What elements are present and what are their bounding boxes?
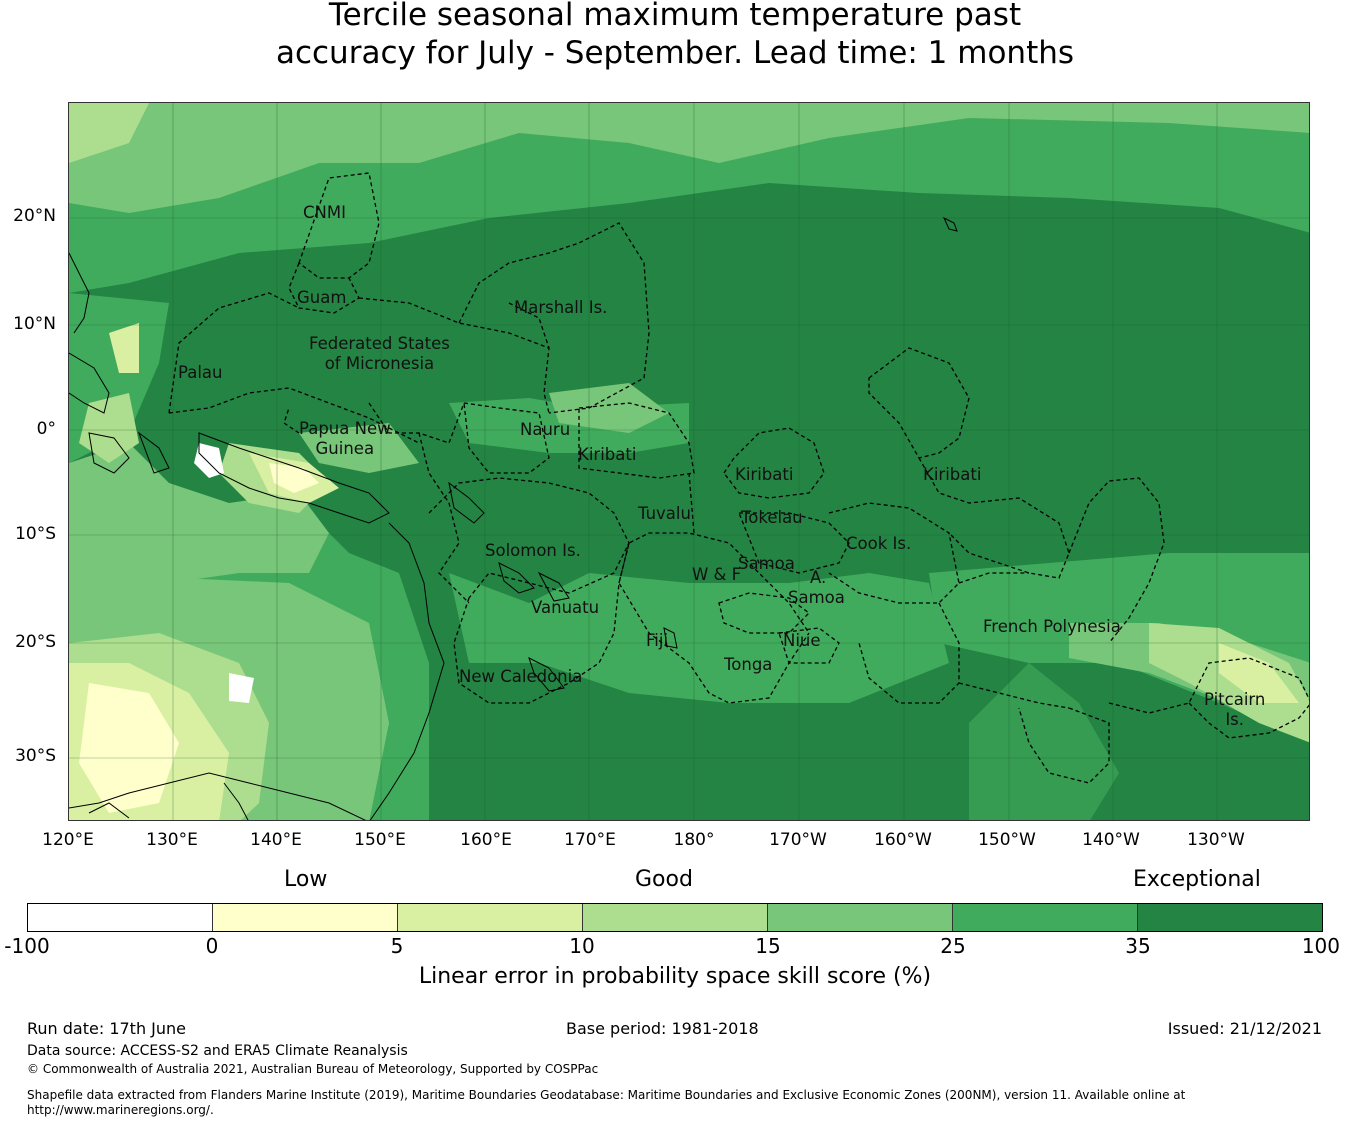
colorbar-tick-100: 100: [1301, 934, 1340, 958]
lon-label-130e: 130°E: [146, 830, 198, 850]
colorbar-segment-35-100: [1138, 904, 1322, 931]
png-label-text: Papua New: [299, 419, 391, 438]
region-label-cnmi: CNMI: [303, 203, 346, 222]
colorbar-segment-5-10: [398, 904, 583, 931]
region-label-nauru: Nauru: [520, 420, 571, 439]
region-label-fsm: Federated States of Micronesia: [309, 334, 450, 374]
region-label-asamoa-s: Samoa: [788, 588, 845, 607]
colorbar-label: Linear error in probability space skill …: [418, 964, 932, 989]
shapefile-credit-line-1: Shapefile data extracted from Flanders M…: [27, 1088, 1186, 1102]
region-label-solomon: Solomon Is.: [485, 541, 581, 560]
colorbar-tick-5: 5: [390, 934, 404, 958]
region-label-niue: Niue: [783, 631, 821, 650]
skill-score-map: CNMI Guam Marshall Is. Federated States …: [68, 102, 1310, 821]
lon-label-140e: 140°E: [250, 830, 302, 850]
lon-label-170w: 170°W: [769, 830, 827, 850]
lat-label-10n: 10°N: [13, 314, 56, 334]
shapefile-credit-line-2: http://www.marineregions.org/.: [27, 1103, 214, 1117]
region-label-newcal: New Caledonia: [459, 667, 583, 686]
region-label-kiribati-c: Kiribati: [735, 465, 794, 484]
region-label-kiribati-w: Kiribati: [578, 445, 637, 464]
lon-label-180: 180°: [673, 830, 715, 850]
shapefile-credit: Shapefile data extracted from Flanders M…: [27, 1088, 1185, 1118]
region-label-pitcairn: Pitcairn Is.: [1204, 690, 1265, 730]
map-coastlines: [69, 216, 958, 820]
legend-category-exceptional: Exceptional: [1133, 867, 1261, 892]
lon-label-160e: 160°E: [460, 830, 512, 850]
lat-label-30s: 30°S: [15, 746, 56, 766]
png-label-text-2: Guinea: [315, 439, 375, 458]
lon-label-130w: 130°W: [1187, 830, 1245, 850]
region-label-vanuatu: Vanuatu: [531, 598, 600, 617]
lon-label-120e: 120°E: [42, 830, 94, 850]
colorbar-tick-25: 25: [940, 934, 966, 958]
colorbar-tick-neg100: -100: [4, 934, 50, 958]
region-label-cook: Cook Is.: [846, 534, 912, 553]
lon-label-150w: 150°W: [978, 830, 1036, 850]
legend-category-low: Low: [284, 867, 328, 892]
lon-label-160w: 160°W: [874, 830, 932, 850]
colorbar-segment-15-25: [768, 904, 953, 931]
region-label-guam: Guam: [297, 288, 347, 307]
region-label-samoa: Samoa: [738, 554, 795, 573]
colorbar: [27, 903, 1323, 932]
base-period: Base period: 1981-2018: [566, 1019, 759, 1038]
title-line-1: Tercile seasonal maximum temperature pas…: [328, 0, 1022, 33]
lon-label-150e: 150°E: [354, 830, 406, 850]
region-label-fiji: Fiji: [646, 631, 669, 650]
colorbar-tick-0: 0: [205, 934, 219, 958]
colorbar-segment-neg100-0: [28, 904, 213, 931]
region-label-palau: Palau: [178, 363, 223, 382]
region-label-frpoly: French Polynesia: [983, 617, 1121, 636]
colorbar-tick-10: 10: [569, 934, 595, 958]
title-line-2: accuracy for July - September. Lead time…: [275, 35, 1075, 71]
lon-label-140w: 140°W: [1082, 830, 1140, 850]
map-eez-boundaries: [168, 172, 1309, 784]
region-label-asamoa-a: A.: [810, 568, 827, 587]
region-label-png: Papua New Guinea: [299, 419, 391, 459]
colorbar-tick-15: 15: [755, 934, 781, 958]
map-band-negative: [194, 443, 254, 703]
colorbar-segment-25-35: [953, 904, 1138, 931]
colorbar-segment-0-5: [213, 904, 398, 931]
lat-label-0: 0°: [36, 419, 56, 439]
lat-label-20n: 20°N: [13, 206, 56, 226]
map-graticule: [69, 103, 1309, 820]
colorbar-tick-35: 35: [1125, 934, 1151, 958]
region-label-tonga: Tonga: [724, 655, 773, 674]
copyright: © Commonwealth of Australia 2021, Austra…: [27, 1062, 599, 1076]
region-label-tokelau: Tokelau: [741, 508, 803, 527]
colorbar-segment-10-15: [583, 904, 768, 931]
fsm-label-text-2: of Micronesia: [324, 354, 435, 373]
region-label-marshall: Marshall Is.: [514, 298, 608, 317]
lon-label-170e: 170°E: [564, 830, 616, 850]
lat-label-10s: 10°S: [15, 524, 56, 544]
data-source: Data source: ACCESS-S2 and ERA5 Climate …: [27, 1043, 408, 1059]
chart-title: Tercile seasonal maximum temperature pas…: [0, 0, 1350, 72]
region-label-wf: W & F: [692, 565, 742, 584]
lat-label-20s: 20°S: [15, 632, 56, 652]
issued-date: Issued: 21/12/2021: [1167, 1019, 1322, 1038]
region-label-kiribati-e: Kiribati: [923, 465, 982, 484]
pitcairn-label-text-2: Is.: [1225, 710, 1245, 729]
map-canvas: [69, 103, 1309, 820]
region-label-tuvalu: Tuvalu: [638, 504, 691, 523]
pitcairn-label-text: Pitcairn: [1204, 690, 1266, 709]
legend-category-good: Good: [635, 867, 693, 892]
run-date: Run date: 17th June: [27, 1019, 187, 1038]
fsm-label-text: Federated States: [309, 334, 450, 353]
